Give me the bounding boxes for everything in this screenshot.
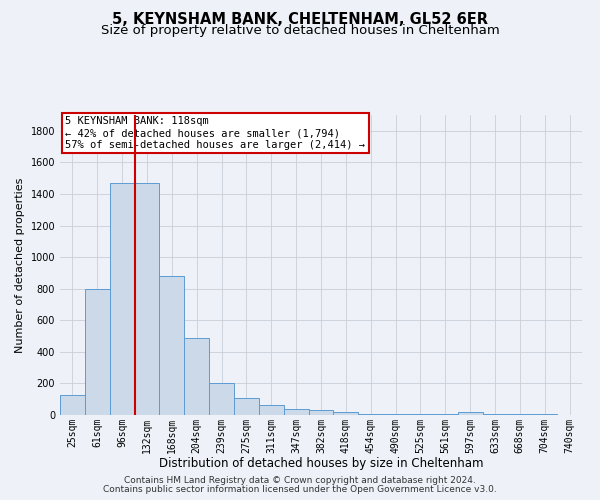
- Text: 5, KEYNSHAM BANK, CHELTENHAM, GL52 6ER: 5, KEYNSHAM BANK, CHELTENHAM, GL52 6ER: [112, 12, 488, 28]
- Bar: [308, 410, 334, 415]
- Bar: [234, 398, 259, 415]
- Text: Contains HM Land Registry data © Crown copyright and database right 2024.: Contains HM Land Registry data © Crown c…: [124, 476, 476, 485]
- Bar: [85, 288, 110, 415]
- Bar: [160, 276, 184, 415]
- Bar: [383, 414, 408, 415]
- Bar: [458, 412, 482, 415]
- Bar: [408, 414, 433, 415]
- Text: 5 KEYNSHAM BANK: 118sqm
← 42% of detached houses are smaller (1,794)
57% of semi: 5 KEYNSHAM BANK: 118sqm ← 42% of detache…: [65, 116, 365, 150]
- Bar: [284, 408, 308, 415]
- Bar: [508, 414, 532, 415]
- Bar: [532, 414, 557, 415]
- Bar: [110, 183, 134, 415]
- Bar: [259, 404, 284, 415]
- Y-axis label: Number of detached properties: Number of detached properties: [15, 178, 25, 352]
- Text: Distribution of detached houses by size in Cheltenham: Distribution of detached houses by size …: [159, 458, 483, 470]
- Bar: [134, 183, 160, 415]
- Bar: [358, 414, 383, 415]
- Bar: [209, 382, 234, 415]
- Text: Size of property relative to detached houses in Cheltenham: Size of property relative to detached ho…: [101, 24, 499, 37]
- Bar: [334, 412, 358, 415]
- Text: Contains public sector information licensed under the Open Government Licence v3: Contains public sector information licen…: [103, 485, 497, 494]
- Bar: [482, 414, 508, 415]
- Bar: [60, 396, 85, 415]
- Bar: [184, 338, 209, 415]
- Bar: [433, 414, 458, 415]
